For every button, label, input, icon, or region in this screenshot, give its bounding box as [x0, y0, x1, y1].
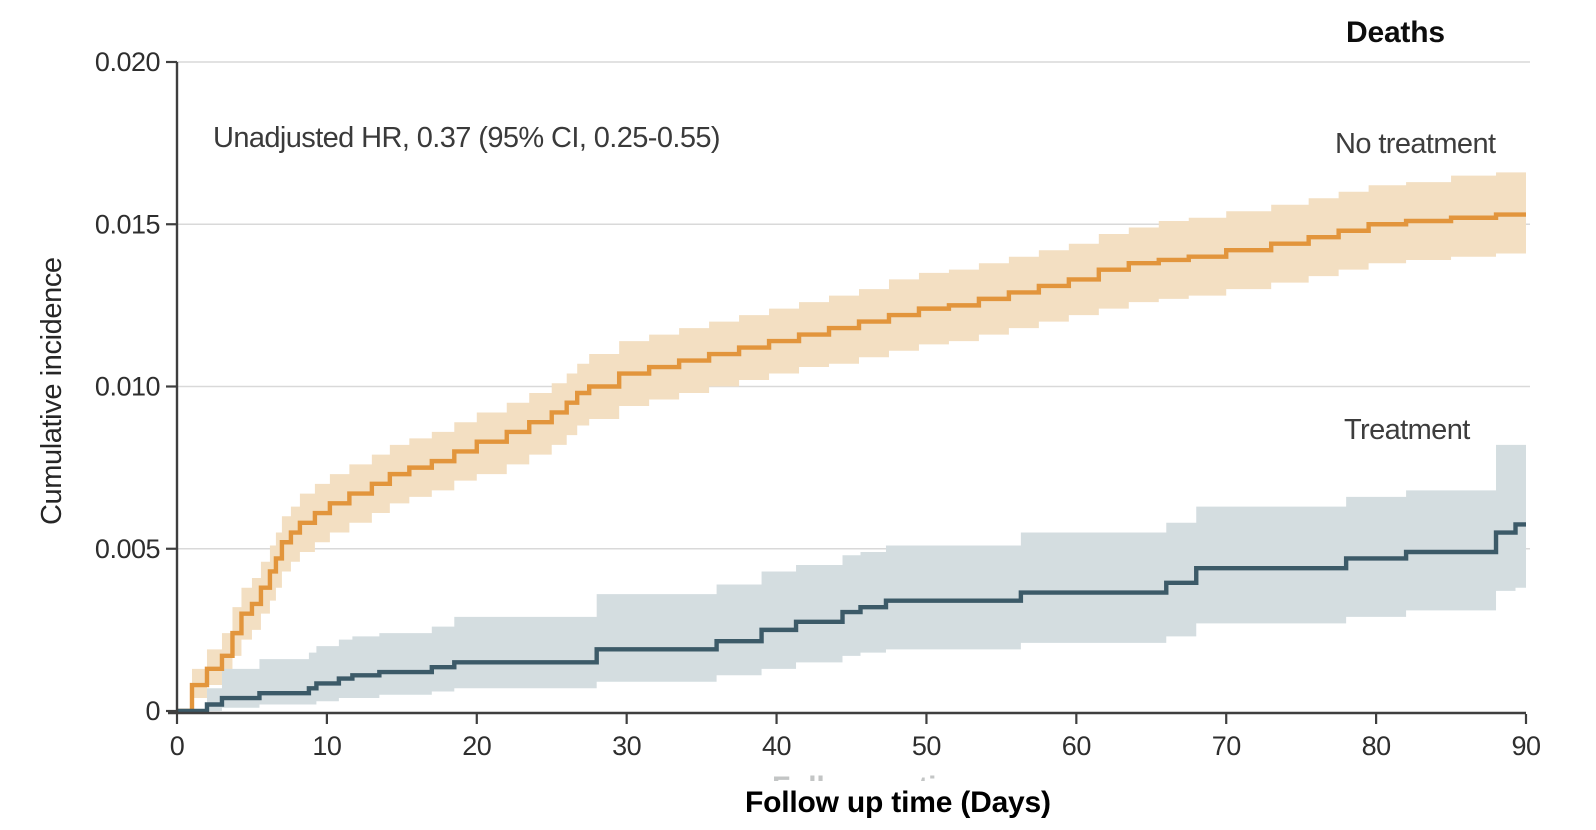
x-tick-label: 50 — [912, 731, 941, 761]
x-tick-label: 0 — [170, 731, 185, 761]
x-axis-title: Follow up time (Days) — [745, 786, 1051, 819]
hazard-ratio-annotation: Unadjusted HR, 0.37 (95% CI, 0.25-0.55) — [213, 122, 721, 154]
y-tick-label: 0.010 — [95, 372, 160, 402]
series-label-no-treatment: No treatment — [1335, 128, 1496, 160]
treatment-ci-band — [177, 444, 1526, 711]
x-tick-label: 20 — [462, 731, 491, 761]
x-tick-label: 90 — [1511, 731, 1540, 761]
x-tick-label: 60 — [1062, 731, 1091, 761]
x-tick-label: 10 — [312, 731, 341, 761]
chart-title: Deaths — [1346, 16, 1445, 49]
y-axis-title: Cumulative incidence — [36, 257, 68, 525]
y-tick-label: 0.020 — [95, 47, 160, 77]
y-tick-label: 0 — [145, 696, 160, 726]
series-label-treatment: Treatment — [1344, 414, 1470, 446]
treatment-line — [177, 522, 1526, 714]
x-tick-label: 70 — [1212, 731, 1241, 761]
x-tick-label: 40 — [762, 731, 791, 761]
x-tick-label: 80 — [1362, 731, 1391, 761]
cropped-label-artifact: Follow up time (Days) — [772, 771, 967, 781]
x-tick-label: 30 — [612, 731, 641, 761]
no-treatment-line — [177, 212, 1526, 714]
y-tick-label: 0.015 — [95, 209, 160, 239]
y-tick-label: 0.005 — [95, 534, 160, 564]
